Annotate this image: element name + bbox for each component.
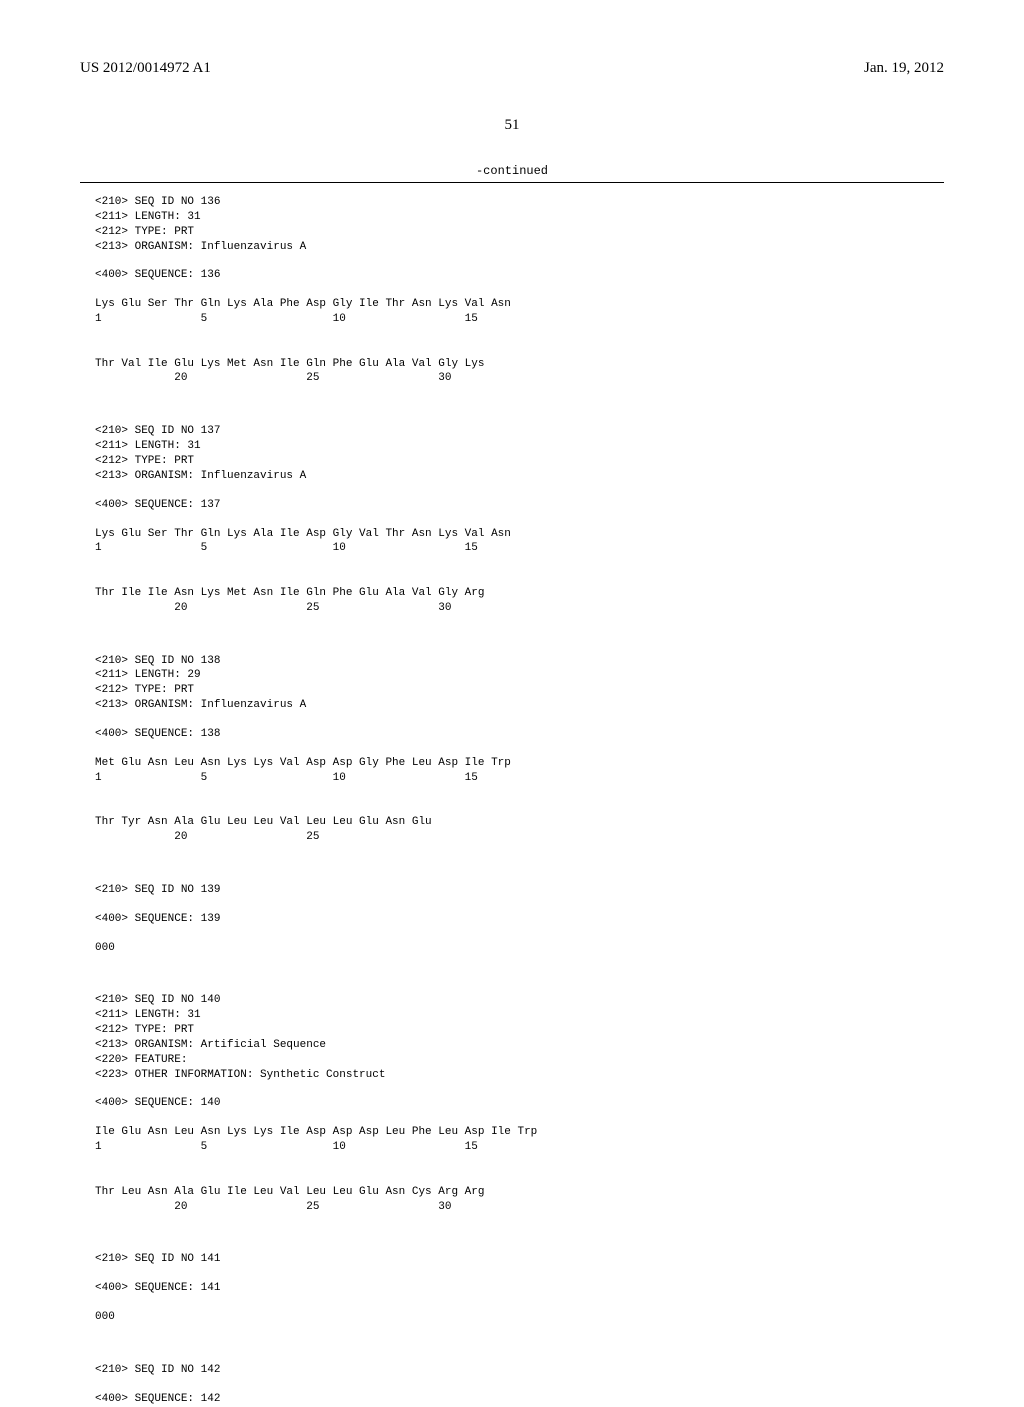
seq-header: <210> SEQ ID NO 137 <211> LENGTH: 31 <21…: [95, 424, 944, 483]
publication-date: Jan. 19, 2012: [864, 60, 944, 77]
seq-header: <210> SEQ ID NO 139: [95, 883, 944, 898]
sequence-tag: <400> SEQUENCE: 137: [95, 498, 944, 513]
sequence-body: 000: [95, 1310, 944, 1325]
publication-number: US 2012/0014972 A1: [80, 60, 211, 77]
sequence-tag: <400> SEQUENCE: 141: [95, 1281, 944, 1296]
sequence-tag: <400> SEQUENCE: 136: [95, 268, 944, 283]
sequence-tag: <400> SEQUENCE: 140: [95, 1096, 944, 1111]
header-row: US 2012/0014972 A1 Jan. 19, 2012: [80, 60, 944, 77]
seq-header: <210> SEQ ID NO 142: [95, 1363, 944, 1378]
sequence-body: Ile Glu Asn Leu Asn Lys Lys Ile Asp Asp …: [95, 1125, 944, 1214]
seq-header: <210> SEQ ID NO 141: [95, 1252, 944, 1267]
sequence-body: Lys Glu Ser Thr Gln Lys Ala Ile Asp Gly …: [95, 527, 944, 616]
seq-header: <210> SEQ ID NO 136 <211> LENGTH: 31 <21…: [95, 195, 944, 254]
sequence-body: 000: [95, 941, 944, 956]
sequence-body: Met Glu Asn Leu Asn Lys Lys Val Asp Asp …: [95, 756, 944, 845]
sequence-listing: <210> SEQ ID NO 136 <211> LENGTH: 31 <21…: [80, 195, 944, 1407]
divider: [80, 182, 944, 183]
seq-header: <210> SEQ ID NO 140 <211> LENGTH: 31 <21…: [95, 993, 944, 1082]
sequence-tag: <400> SEQUENCE: 139: [95, 912, 944, 927]
sequence-body: Lys Glu Ser Thr Gln Lys Ala Phe Asp Gly …: [95, 297, 944, 386]
sequence-tag: <400> SEQUENCE: 142: [95, 1392, 944, 1407]
sequence-tag: <400> SEQUENCE: 138: [95, 727, 944, 742]
continued-label: -continued: [80, 164, 944, 178]
seq-header: <210> SEQ ID NO 138 <211> LENGTH: 29 <21…: [95, 654, 944, 713]
page-number: 51: [80, 117, 944, 134]
